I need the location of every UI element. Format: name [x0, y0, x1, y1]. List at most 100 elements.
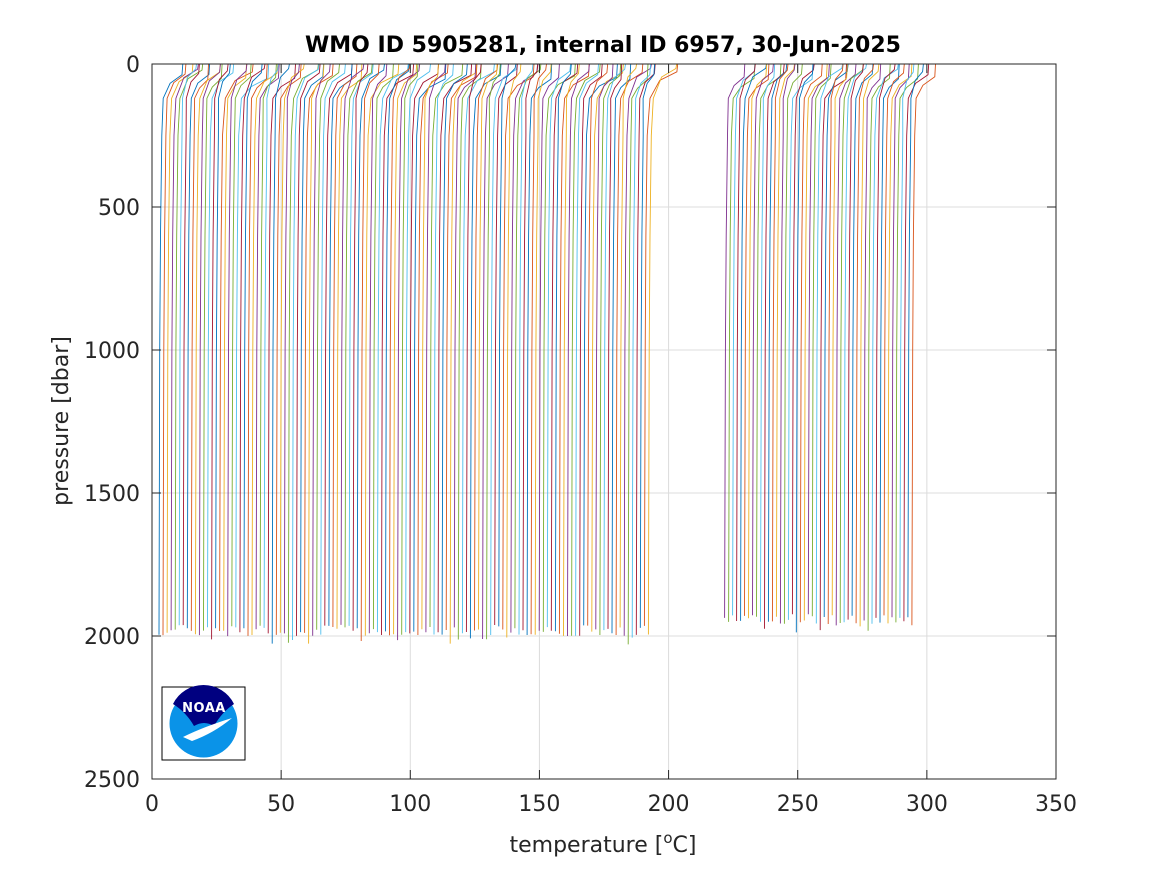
- profile-line: [799, 63, 823, 623]
- profile-line: [215, 63, 231, 629]
- profile-line: [219, 63, 254, 632]
- profile-line: [283, 63, 300, 634]
- profile-line: [635, 63, 656, 635]
- profile-line: [360, 63, 380, 642]
- profile-line: [356, 63, 385, 629]
- profile-line: [279, 63, 305, 633]
- y-tick-label: 2500: [84, 768, 140, 793]
- profile-line: [791, 63, 815, 615]
- profile-line: [478, 63, 498, 630]
- profile-line: [795, 63, 814, 633]
- profile-line: [437, 63, 473, 633]
- profile-line: [835, 63, 857, 626]
- profile-line: [534, 63, 552, 635]
- profile-line: [227, 63, 248, 637]
- profile-line: [211, 63, 229, 640]
- profile-line: [863, 63, 882, 621]
- profile-line: [304, 63, 334, 633]
- profile-line: [859, 63, 880, 627]
- profile-line: [748, 63, 768, 619]
- profile-line: [348, 63, 374, 626]
- profile-line: [599, 63, 622, 636]
- profile-line: [344, 63, 373, 628]
- profile-line: [381, 63, 415, 636]
- profile-line: [843, 63, 867, 623]
- x-tick-label: 350: [1035, 792, 1077, 817]
- profile-line: [736, 63, 756, 622]
- noaa-logo: NOAA: [161, 685, 246, 761]
- profile-line: [162, 63, 187, 636]
- profile-line: [243, 63, 263, 629]
- y-tick-label: 2000: [84, 625, 140, 650]
- profile-line: [550, 63, 579, 631]
- profile-line: [883, 63, 905, 616]
- profile-line: [324, 63, 353, 626]
- profile-line: [724, 63, 746, 618]
- profile-line: [292, 63, 320, 641]
- profile-line: [170, 63, 199, 631]
- profile-line: [807, 63, 830, 615]
- x-axis-label-main: temperature [: [509, 833, 663, 858]
- profile-line: [811, 63, 832, 617]
- profile-line: [421, 63, 439, 630]
- profile-line: [336, 63, 363, 629]
- profile-line: [631, 63, 652, 638]
- x-tick-label: 300: [906, 792, 948, 817]
- y-axis-label: pressure [dbar]: [49, 336, 74, 506]
- profile-line: [546, 63, 572, 628]
- x-tick-label: 200: [648, 792, 690, 817]
- profile-line: [771, 63, 789, 622]
- profile-line: [474, 63, 499, 631]
- profile-line: [563, 63, 580, 636]
- profile-line: [899, 63, 915, 618]
- profile-line: [401, 63, 419, 635]
- profile-line: [595, 63, 614, 630]
- profile-line: [611, 63, 632, 634]
- logo-top-shape: [173, 685, 234, 726]
- profile-line: [275, 63, 302, 635]
- profile-line: [465, 63, 482, 633]
- profile-line: [542, 63, 576, 632]
- profile-line: [506, 63, 522, 638]
- y-tick-label: 1000: [84, 339, 140, 364]
- profile-line: [364, 63, 400, 636]
- profile-line: [567, 63, 590, 637]
- profile-line: [827, 63, 844, 625]
- profile-line: [522, 63, 539, 631]
- profile-line: [615, 63, 644, 636]
- profile-line: [393, 63, 418, 635]
- profile-line: [911, 63, 936, 626]
- y-tick-label: 500: [98, 196, 140, 221]
- y-tick-label: 1500: [84, 482, 140, 507]
- profile-line: [461, 63, 495, 634]
- profile-line: [441, 63, 468, 635]
- profile-line: [433, 63, 454, 635]
- profile-line: [831, 63, 848, 616]
- profile-line: [425, 63, 446, 633]
- profile-line: [760, 63, 776, 622]
- y-tick-label: 0: [126, 53, 140, 78]
- profile-line: [740, 63, 767, 621]
- profile-line: [405, 63, 431, 633]
- profile-line: [332, 63, 358, 628]
- profile-line: [627, 63, 649, 645]
- x-tick-label: 0: [145, 792, 159, 817]
- profile-line: [518, 63, 534, 635]
- profile-line: [530, 63, 547, 635]
- x-axis-label: temperature [oC]: [509, 829, 696, 858]
- profile-line: [389, 63, 411, 636]
- profile-line: [623, 63, 652, 636]
- profile-line: [312, 63, 331, 636]
- profile-line: [207, 63, 235, 628]
- profile-line: [316, 63, 340, 630]
- profile-line: [231, 63, 252, 627]
- profile-line: [603, 63, 626, 631]
- profile-line: [413, 63, 447, 632]
- profile-line: [300, 63, 325, 633]
- profile-line: [538, 63, 560, 631]
- profile-line: [587, 63, 609, 626]
- profile-line: [867, 63, 891, 631]
- profile-line: [190, 63, 209, 631]
- profile-line: [879, 63, 900, 623]
